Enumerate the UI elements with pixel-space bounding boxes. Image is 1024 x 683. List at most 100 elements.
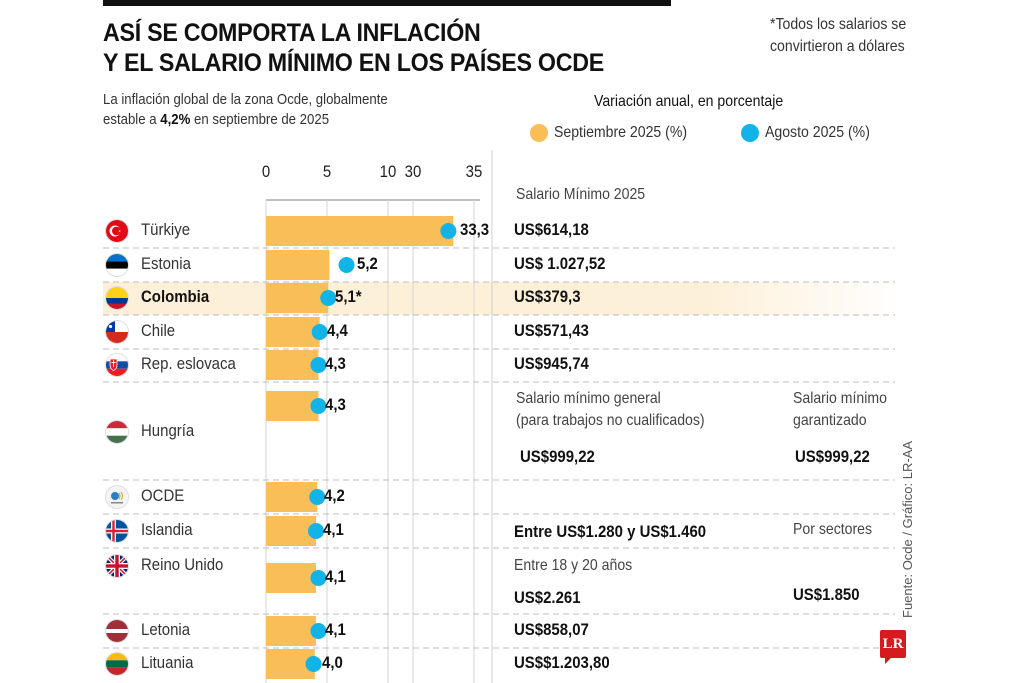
uk-salary-young: US$2.261	[514, 588, 581, 607]
uk-flag-icon	[106, 555, 128, 577]
country-name: OCDE	[141, 486, 185, 505]
hungary-guaranteed-label: Salario mínimo garantizado	[793, 388, 887, 432]
hungary-general-label: Salario mínimo general (para trabajos no…	[516, 388, 705, 432]
legend-swatch-august	[741, 124, 759, 142]
bar-september	[266, 563, 317, 593]
dot-august	[308, 523, 325, 539]
source-credit: Fuente: Ocde / Gráfico: LR-AA	[900, 440, 915, 618]
dot-august	[310, 570, 327, 586]
subtitle-line-1: La inflación global de la zona Ocde, glo…	[103, 91, 388, 108]
ocde-logo-icon	[106, 486, 128, 508]
x-tick-label: 0	[261, 162, 271, 181]
country-name: Estonia	[141, 254, 191, 273]
value-label: 33,3	[460, 220, 490, 239]
subtitle-line-2: estable a 4,2% en septiembre de 2025	[103, 110, 388, 130]
bar-september	[266, 350, 319, 380]
highlight-row-colombia	[103, 282, 903, 315]
slovakia-flag-icon	[106, 354, 128, 376]
bar-september	[266, 216, 454, 246]
salary-column-header: Salario Mínimo 2025	[516, 186, 646, 203]
uk-age-label: Entre 18 y 20 años	[514, 557, 633, 574]
minimum-salary: US$614,18	[514, 220, 589, 239]
turkey-flag-icon	[106, 220, 128, 242]
bar-september	[266, 283, 329, 313]
value-label: 4,0	[321, 653, 343, 672]
currency-note: *Todos los salarios se convirtieron a dó…	[770, 14, 906, 58]
note-line-2: convirtieron a dólares	[770, 38, 905, 55]
hungary-general-salary: US$999,22	[520, 447, 595, 466]
bar-september	[266, 250, 330, 280]
label-line: Salario mínimo	[793, 390, 887, 407]
minimum-salary: US$$1.203,80	[514, 653, 610, 672]
iceland-salary: Entre US$1.280 y US$1.460	[514, 522, 707, 541]
label-line: (para trabajos no cualificados)	[516, 412, 705, 429]
value-label: 4,4	[326, 321, 348, 340]
value-label: 4,1	[325, 567, 347, 586]
country-name: Türkiye	[141, 220, 191, 239]
note-line-1: *Todos los salarios se	[770, 16, 907, 33]
bar-september	[266, 516, 317, 546]
lithuania-flag-icon	[106, 653, 128, 675]
value-label: 4,1	[323, 520, 344, 539]
iceland-flag-icon	[106, 520, 128, 542]
country-name: Chile	[141, 321, 176, 340]
chart-title: ASÍ SE COMPORTA LA INFLACIÓN Y EL SALARI…	[103, 18, 604, 78]
dot-august	[310, 623, 327, 639]
bar-september	[266, 317, 320, 347]
value-label: 4,1	[325, 620, 347, 639]
dot-august	[311, 324, 328, 340]
minimum-salary: US$571,43	[514, 321, 589, 340]
country-name: Colombia	[141, 287, 210, 306]
country-name: Lituania	[141, 653, 194, 672]
estonia-flag-icon	[106, 254, 128, 276]
value-label: 4,3	[325, 395, 347, 414]
value-label: 5,1*	[335, 287, 362, 306]
dot-august	[310, 357, 327, 373]
x-tick-label: 35	[465, 162, 483, 181]
title-line-1: ASÍ SE COMPORTA LA INFLACIÓN	[103, 19, 481, 47]
dot-august	[320, 290, 337, 306]
bar-september	[266, 482, 318, 512]
x-tick-label: 10	[379, 162, 397, 181]
subtitle-text: estable a	[103, 111, 161, 128]
latvia-flag-icon	[106, 620, 128, 642]
iceland-note: Por sectores	[793, 521, 873, 538]
dot-august	[309, 489, 326, 505]
hungary-guaranteed-salary: US$999,22	[795, 447, 870, 466]
title-line-2: Y EL SALARIO MÍNIMO EN LOS PAÍSES OCDE	[103, 49, 604, 77]
legend-label: Agosto 2025 (%)	[765, 124, 870, 141]
country-name: Islandia	[141, 520, 193, 539]
country-name: Hungría	[141, 421, 195, 440]
legend-title: Variación anual, en porcentaje	[594, 93, 784, 110]
legend-label: Septiembre 2025 (%)	[554, 124, 688, 141]
value-label: 5,2	[356, 254, 378, 273]
minimum-salary: US$379,3	[514, 287, 581, 306]
minimum-salary: US$945,74	[514, 354, 589, 373]
colombia-flag-icon	[106, 287, 128, 309]
bar-september	[266, 391, 319, 421]
dot-august	[338, 257, 355, 273]
lr-logo: LR	[880, 630, 906, 664]
country-name: Letonia	[141, 620, 191, 639]
dot-august	[310, 398, 327, 414]
hungary-flag-icon	[106, 421, 128, 443]
minimum-salary: US$ 1.027,52	[514, 254, 606, 273]
x-tick-label: 30	[404, 162, 422, 181]
label-line: garantizado	[793, 412, 867, 429]
subtitle-text: en septiembre de 2025	[190, 111, 330, 128]
uk-salary-adult: US$1.850	[793, 585, 860, 604]
subtitle: La inflación global de la zona Ocde, glo…	[103, 90, 388, 130]
minimum-salary: US$858,07	[514, 620, 589, 639]
legend-swatch-september	[530, 124, 548, 142]
value-label: 4,3	[325, 354, 347, 373]
x-tick-label: 5	[322, 162, 332, 181]
country-name: Rep. eslovaca	[141, 354, 236, 373]
subtitle-highlight: 4,2%	[160, 111, 191, 128]
dot-august	[305, 656, 322, 672]
label-line: Salario mínimo general	[516, 390, 661, 407]
legend-item-september: Septiembre 2025 (%)	[530, 124, 705, 142]
legend-item-august: Agosto 2025 (%)	[741, 124, 884, 142]
value-label: 4,2	[324, 486, 346, 505]
country-name: Reino Unido	[141, 555, 224, 574]
